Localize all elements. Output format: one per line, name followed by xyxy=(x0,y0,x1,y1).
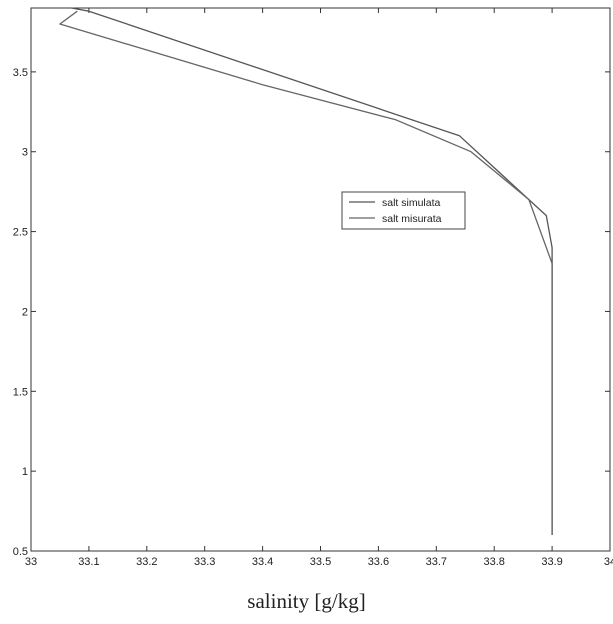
x-tick-label: 33.7 xyxy=(426,556,447,568)
x-tick-label: 33.8 xyxy=(483,556,504,568)
legend-label-salt-misurata: salt misurata xyxy=(382,213,442,225)
x-tick-label: 33.9 xyxy=(541,556,562,568)
x-tick-label: 34 xyxy=(604,556,613,568)
plot-area xyxy=(30,7,611,552)
x-tick-label: 33.1 xyxy=(78,556,99,568)
y-tick-label: 1 xyxy=(22,466,28,478)
series-layer xyxy=(59,7,553,535)
y-tick-label: 3 xyxy=(22,147,28,159)
y-axis: 0.5 1 1.5 2 2.5 3 3.5 xyxy=(13,67,610,558)
legend: salt simulata salt misurata xyxy=(341,191,466,230)
legend-box xyxy=(341,191,466,230)
y-tick-label: 1.5 xyxy=(13,386,28,398)
y-tick-label: 2 xyxy=(22,306,28,318)
x-axis: 33 33.1 33.2 33.3 33.4 33.5 33.6 33.7 33.8 33.9 34 xyxy=(25,8,613,568)
y-tick-label: 0.5 xyxy=(13,546,28,558)
x-tick-label: 33.2 xyxy=(136,556,157,568)
x-tick-label: 33.3 xyxy=(194,556,215,568)
x-tick-label: 33.5 xyxy=(310,556,331,568)
series-line-salt-misurata xyxy=(59,10,553,535)
x-tick-label: 33.4 xyxy=(252,556,273,568)
x-tick-label: 33.6 xyxy=(368,556,389,568)
legend-label-salt-simulata: salt simulata xyxy=(382,197,441,209)
y-tick-label: 3.5 xyxy=(13,67,28,79)
y-tick-label: 2.5 xyxy=(13,227,28,239)
x-axis-title: salinity [g/kg] xyxy=(247,589,366,613)
x-tick-label: 33 xyxy=(25,556,37,568)
